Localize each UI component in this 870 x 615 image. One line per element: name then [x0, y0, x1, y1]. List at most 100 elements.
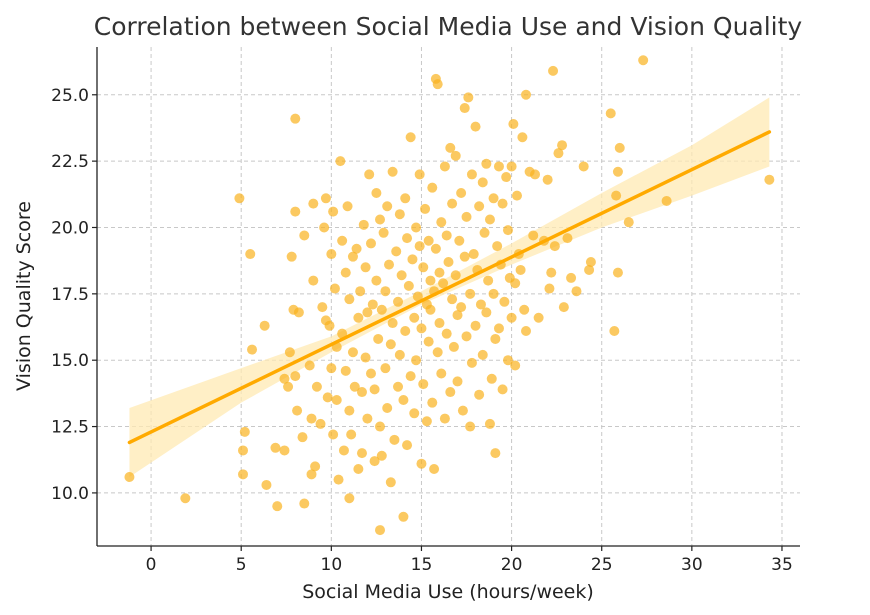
- data-point: [528, 230, 539, 241]
- data-point: [611, 190, 622, 201]
- data-point: [465, 288, 476, 299]
- data-point: [306, 469, 317, 480]
- regression-line: [127, 130, 772, 445]
- data-point: [290, 371, 301, 382]
- data-point: [292, 405, 303, 416]
- data-point: [344, 294, 355, 305]
- data-point: [355, 286, 366, 297]
- data-point: [461, 331, 472, 342]
- data-point: [340, 365, 351, 376]
- data-point: [306, 413, 317, 424]
- data-point: [549, 241, 560, 252]
- y-tick-label: 20.0: [51, 218, 89, 238]
- data-point: [432, 79, 443, 90]
- data-point: [393, 381, 404, 392]
- data-point: [493, 161, 504, 172]
- data-point: [530, 169, 541, 180]
- data-point: [488, 288, 499, 299]
- data-point: [324, 320, 335, 331]
- y-axis-ticks: 10.0 12.5 15.0 17.5 20.0 22.5 25.0: [51, 86, 97, 504]
- data-point: [407, 254, 418, 265]
- data-point: [371, 187, 382, 198]
- data-point: [317, 302, 328, 313]
- data-point: [448, 341, 459, 352]
- data-point: [468, 249, 479, 260]
- data-point: [452, 376, 463, 387]
- data-point: [638, 55, 649, 66]
- regression-line-group: [127, 130, 772, 445]
- data-point: [382, 201, 393, 212]
- data-point: [661, 195, 672, 206]
- data-point: [546, 267, 557, 278]
- data-point: [412, 291, 423, 302]
- data-point: [439, 413, 450, 424]
- data-point: [506, 312, 517, 323]
- data-point: [510, 360, 521, 371]
- data-point: [367, 299, 378, 310]
- data-point: [764, 174, 775, 185]
- data-point: [508, 118, 519, 129]
- data-point: [405, 371, 416, 382]
- data-point: [398, 395, 409, 406]
- data-point: [293, 307, 304, 318]
- data-point: [402, 440, 413, 451]
- data-point: [310, 461, 321, 472]
- data-point: [365, 368, 376, 379]
- data-point: [394, 209, 405, 220]
- data-point: [421, 416, 432, 427]
- data-point: [493, 323, 504, 334]
- data-point: [481, 158, 492, 169]
- data-point: [378, 227, 389, 238]
- data-point: [481, 307, 492, 318]
- data-point: [456, 302, 467, 313]
- data-point: [447, 198, 458, 209]
- data-point: [290, 206, 301, 217]
- data-point: [511, 190, 522, 201]
- data-point: [447, 294, 458, 305]
- data-point: [340, 267, 351, 278]
- data-point: [436, 217, 447, 228]
- data-point: [429, 464, 440, 475]
- data-point: [614, 142, 625, 153]
- data-point: [259, 320, 270, 331]
- data-point: [499, 296, 510, 307]
- data-point: [466, 357, 477, 368]
- data-point: [304, 360, 315, 371]
- data-point: [375, 214, 386, 225]
- data-point: [238, 445, 249, 456]
- data-point: [484, 214, 495, 225]
- data-point: [344, 405, 355, 416]
- data-point: [376, 304, 387, 315]
- data-point: [405, 132, 416, 143]
- data-point: [434, 267, 445, 278]
- x-tick-label: 15: [411, 555, 433, 575]
- data-point: [427, 397, 438, 408]
- data-point: [430, 243, 441, 254]
- data-point: [279, 445, 290, 456]
- data-point: [400, 326, 411, 337]
- x-tick-label: 10: [321, 555, 343, 575]
- data-point: [457, 405, 468, 416]
- data-point: [445, 142, 456, 153]
- data-point: [373, 333, 384, 344]
- data-point: [364, 169, 375, 180]
- data-point: [180, 493, 191, 504]
- data-point: [393, 296, 404, 307]
- data-point: [420, 203, 431, 214]
- data-point: [502, 355, 513, 366]
- data-point: [605, 108, 616, 119]
- data-point: [443, 256, 454, 267]
- data-point: [414, 169, 425, 180]
- data-point: [542, 174, 553, 185]
- data-point: [548, 65, 559, 76]
- data-point: [353, 312, 364, 323]
- data-point: [461, 211, 472, 222]
- data-point: [396, 270, 407, 281]
- data-point: [329, 283, 340, 294]
- data-point: [369, 456, 380, 467]
- data-point: [308, 198, 319, 209]
- data-point: [436, 368, 447, 379]
- data-point: [382, 402, 393, 413]
- data-point: [459, 103, 470, 114]
- data-point: [299, 230, 310, 241]
